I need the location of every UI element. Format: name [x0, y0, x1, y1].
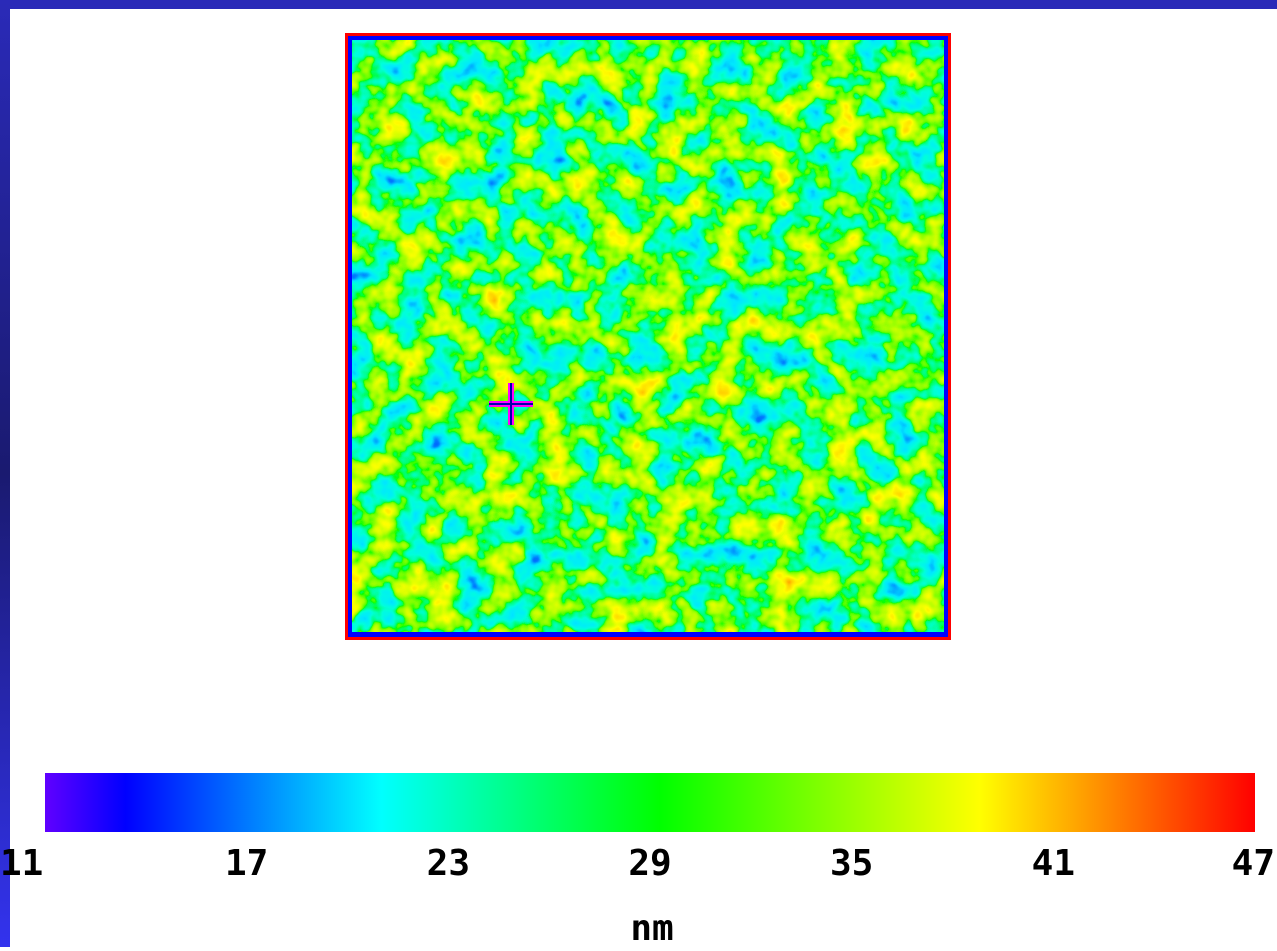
- x-tick-label: 35: [830, 843, 873, 884]
- x-tick-label: 11: [0, 843, 43, 884]
- x-tick-label: 23: [427, 843, 470, 884]
- colorbar: [45, 773, 1255, 832]
- x-axis-label: nm: [630, 908, 673, 947]
- left-border: [0, 0, 10, 947]
- x-tick-label: 41: [1032, 843, 1075, 884]
- crosshair: [489, 383, 533, 425]
- height-map: [352, 40, 944, 632]
- x-tick-label: 47: [1232, 843, 1275, 884]
- top-border: [0, 0, 1277, 9]
- x-tick-label: 17: [225, 843, 268, 884]
- x-tick-label: 29: [628, 843, 671, 884]
